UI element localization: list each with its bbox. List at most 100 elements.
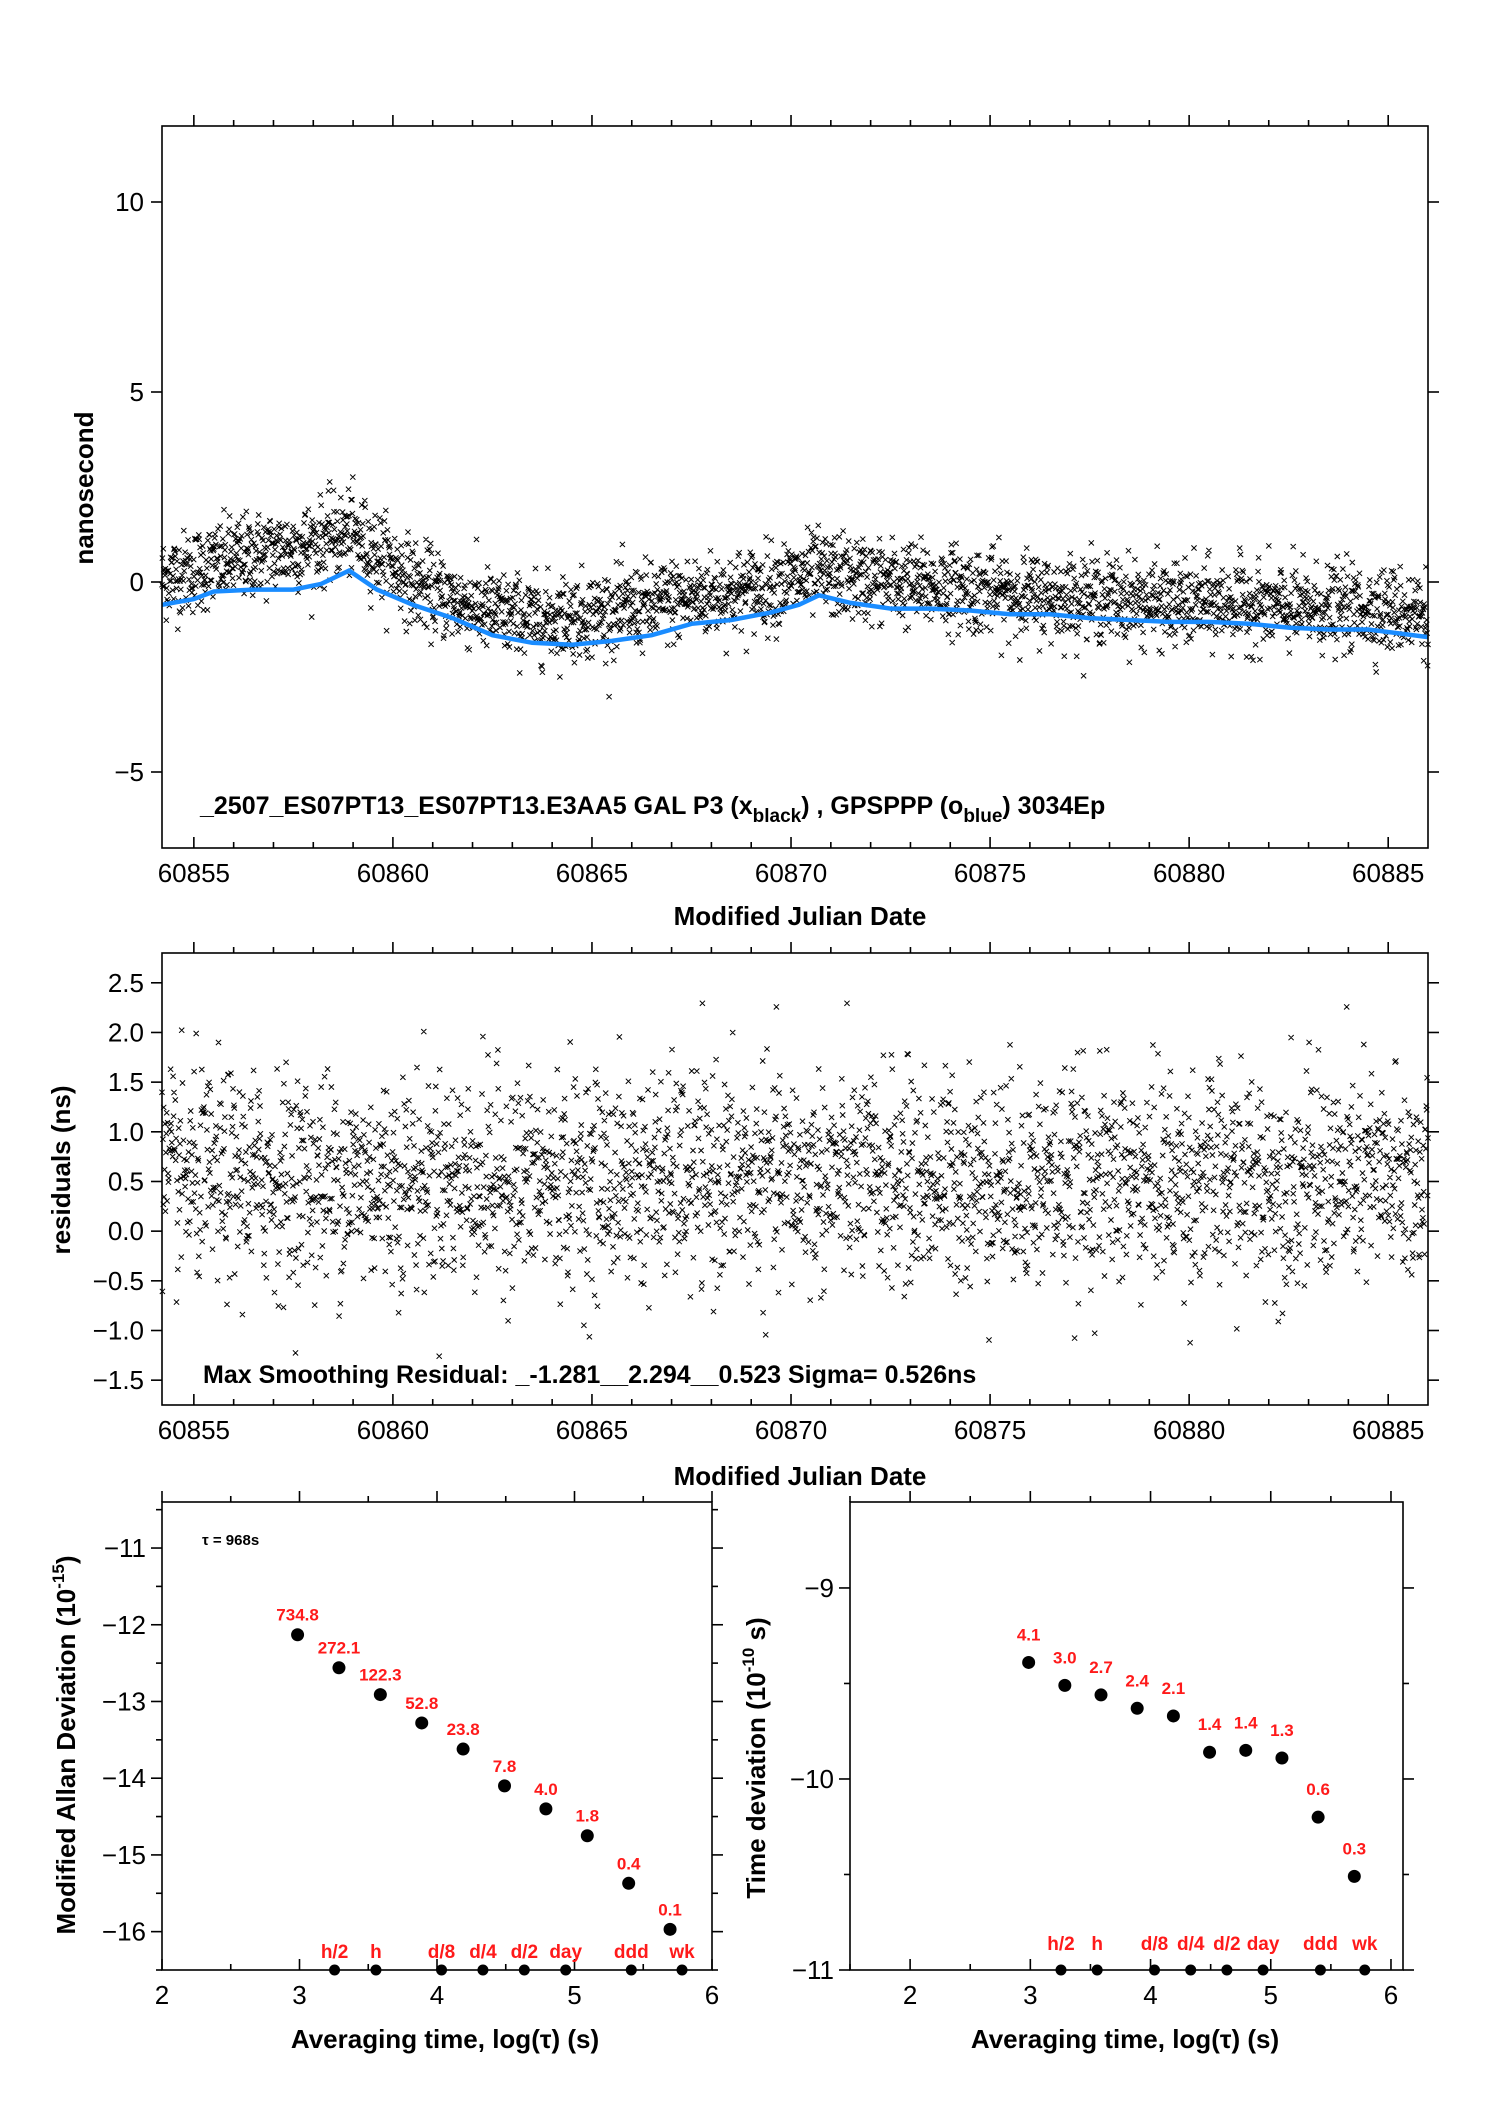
mdev-plot-frame — [161, 1501, 713, 1971]
mdev-y-tick-labels: −16 −15 −14 −13 −12 −11 — [102, 1533, 146, 1947]
phase-y-tick-label: −5 — [114, 757, 144, 787]
phase-blue-series-line — [161, 568, 1429, 647]
residuals-y-tick-labels: −1.5 −1.0 −0.5 0.0 0.5 1.0 1.5 2.0 2.5 — [93, 968, 144, 1395]
mdev-chart: 734.8 272.1 122.352.8 23.8 7.8 4.0 1.8 0.4 0.1 h… — [49, 1491, 723, 2054]
tdev-y-tick-labels: −11 −10 −9 — [790, 1573, 834, 1985]
tdev-y-tick-label: −10 — [790, 1764, 834, 1794]
mdev-point — [456, 1742, 470, 1756]
tdev-x-tick-label: 5 — [1264, 1980, 1278, 2010]
residuals-x-tick-label: 60875 — [954, 1415, 1026, 1445]
mdev-point-label: 4.0 — [534, 1780, 558, 1799]
tdev-point-label: 0.3 — [1342, 1839, 1366, 1858]
tdev-marker-dot — [1185, 1964, 1197, 1976]
mdev-marker-dot — [518, 1964, 530, 1976]
mdev-ticks — [151, 1491, 723, 1971]
residuals-y-tick-label: 0.5 — [108, 1166, 144, 1196]
mdev-marker-label: day — [549, 1942, 582, 1963]
tdev-x-tick-label: 3 — [1023, 1980, 1037, 2010]
residuals-x-tick-label: 60865 — [556, 1415, 628, 1445]
tdev-point — [1311, 1810, 1325, 1824]
residuals-x-tick-label: 60860 — [357, 1415, 429, 1445]
mdev-x-tick-label: 5 — [567, 1980, 581, 2010]
mdev-y-tick-label: −12 — [102, 1610, 146, 1640]
phase-x-tick-label: 60875 — [954, 858, 1026, 888]
tdev-marker-label: wk — [1351, 1934, 1378, 1955]
mdev-point-label: 122.3 — [359, 1666, 402, 1685]
tdev-point-label: 3.0 — [1053, 1648, 1077, 1667]
mdev-marker-dot — [436, 1964, 448, 1976]
tdev-marker-label: h — [1091, 1934, 1103, 1955]
residuals-x-tick-labels: 60855 60860 60865 60870 60875 60880 60885 — [158, 1415, 1425, 1445]
residuals-y-tick-label: −1.5 — [93, 1365, 144, 1395]
mdev-marker-label: h/2 — [321, 1942, 348, 1963]
tdev-point — [1347, 1869, 1361, 1883]
tdev-y-axis-title-end: s) — [741, 1617, 771, 1647]
tdev-x-tick-labels: 2 3 4 5 6 — [903, 1980, 1398, 2010]
phase-black-points — [159, 474, 1431, 700]
phase-annotation-sub-blue: blue — [963, 806, 1002, 827]
mdev-marker-dot — [477, 1964, 489, 1976]
tdev-point — [1166, 1709, 1180, 1723]
tdev-marker-label: h/2 — [1047, 1934, 1074, 1955]
mdev-x-axis-title: Averaging time, log(τ) (s) — [291, 2024, 599, 2054]
tdev-point-label: 1.3 — [1270, 1721, 1294, 1740]
tdev-point — [1130, 1701, 1144, 1715]
mdev-point-label: 7.8 — [493, 1757, 517, 1776]
tdev-ticks — [839, 1491, 1414, 1971]
mdev-y-axis-title: Modified Allan Deviation (10-15) — [49, 1556, 81, 1935]
phase-chart: 60855 60860 60865 60870 60875 60880 60885 −5 0 5… — [69, 115, 1439, 931]
mdev-marker-label: d/2 — [511, 1942, 538, 1963]
phase-annotation-mid: ) , GPSPPP (o — [801, 792, 963, 820]
mdev-point — [539, 1802, 553, 1816]
tdev-points: 4.1 3.0 2.7 2.4 2.1 1.4 1.4 1.3 0.6 0.3 — [1017, 1625, 1366, 1883]
tdev-chart: 4.1 3.0 2.7 2.4 2.1 1.4 1.4 1.3 0.6 0.3 h/2 h d/8 d/… — [739, 1491, 1414, 2054]
mdev-marker-dot — [329, 1964, 341, 1976]
tdev-point — [1058, 1678, 1072, 1692]
mdev-y-tick-label: −14 — [102, 1763, 146, 1793]
residuals-chart: 60855 60860 60865 60870 60875 60880 60885 −1.5… — [46, 942, 1439, 1491]
tdev-point — [1275, 1751, 1289, 1765]
phase-x-tick-label: 60885 — [1352, 858, 1424, 888]
mdev-marker-label: d/8 — [428, 1942, 455, 1963]
mdev-point — [332, 1661, 346, 1675]
mdev-point-label: 1.8 — [575, 1807, 599, 1826]
phase-annotation-prefix: _2507_ES07PT13_ES07PT13.E3AA5 GAL P3 (x — [199, 792, 753, 820]
mdev-point — [580, 1829, 594, 1843]
phase-y-tick-label: 5 — [130, 377, 144, 407]
phase-y-tick-label: 0 — [130, 567, 144, 597]
tdev-point-label: 2.7 — [1089, 1658, 1113, 1677]
mdev-marker-dot — [560, 1964, 572, 1976]
mdev-point-label: 52.8 — [405, 1694, 438, 1713]
tdev-point — [1239, 1743, 1253, 1757]
mdev-x-tick-label: 6 — [705, 1980, 719, 2010]
phase-y-tick-labels: −5 0 5 10 — [114, 187, 144, 787]
mdev-x-tick-label: 2 — [155, 1980, 169, 2010]
residuals-y-tick-label: 2.5 — [108, 968, 144, 998]
mdev-point — [622, 1876, 636, 1890]
tdev-point-label: 1.4 — [1198, 1715, 1222, 1734]
mdev-point-label: 734.8 — [276, 1606, 319, 1625]
tdev-marker-label: d/4 — [1177, 1934, 1205, 1955]
residuals-marker — [159, 1000, 1431, 1360]
phase-x-tick-label: 60880 — [1153, 858, 1225, 888]
tdev-point-label: 4.1 — [1017, 1625, 1041, 1644]
phase-x-tick-label: 60855 — [158, 858, 230, 888]
residuals-x-tick-label: 60855 — [158, 1415, 230, 1445]
phase-x-tick-labels: 60855 60860 60865 60870 60875 60880 60885 — [158, 858, 1425, 888]
mdev-marker-label: d/4 — [469, 1942, 497, 1963]
tdev-x-tick-label: 6 — [1384, 1980, 1398, 2010]
mdev-marker-dot — [370, 1964, 382, 1976]
tdev-time-markers: h/2 h d/8 d/4 d/2 day ddd wk — [1047, 1934, 1378, 1976]
residuals-ticks — [151, 942, 1439, 1405]
mdev-y-axis-title-end: ) — [51, 1556, 81, 1565]
residuals-x-tick-label: 60870 — [755, 1415, 827, 1445]
mdev-x-tick-labels: 2 3 4 5 6 — [155, 1980, 719, 2010]
tdev-point — [1022, 1655, 1036, 1669]
residuals-y-axis-title: residuals (ns) — [46, 1085, 76, 1254]
mdev-point — [373, 1688, 387, 1702]
residuals-x-tick-label: 60885 — [1352, 1415, 1424, 1445]
mdev-point — [498, 1779, 512, 1793]
mdev-y-tick-label: −15 — [102, 1840, 146, 1870]
tdev-point — [1203, 1745, 1217, 1759]
